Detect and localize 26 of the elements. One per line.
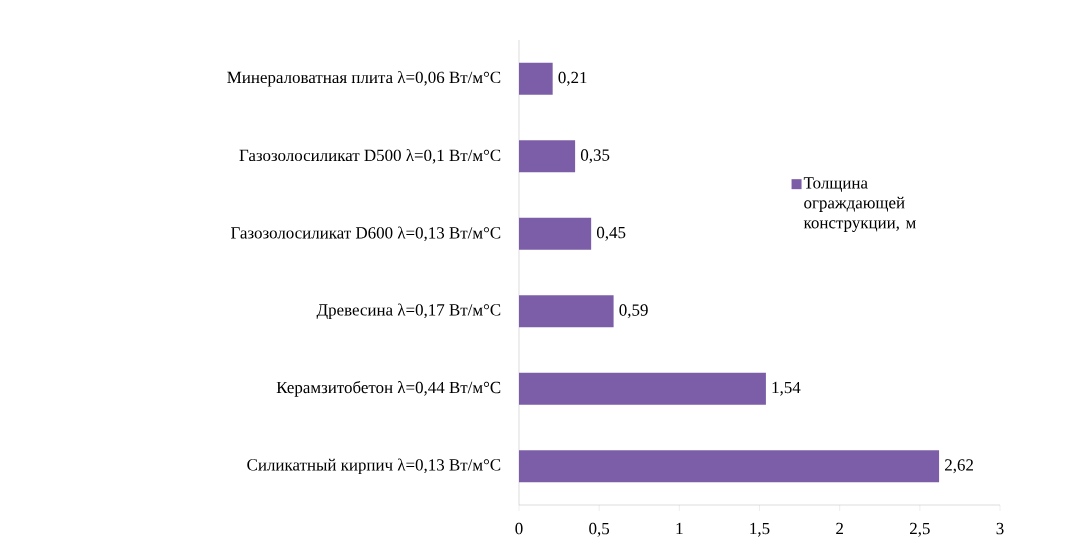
x-tick-label: 1 (676, 522, 683, 535)
x-tick-label: 1,5 (750, 522, 770, 537)
x-tick-label: 2 (836, 522, 843, 535)
x-tick-label: 0,5 (589, 522, 610, 537)
x-tick-label: 3 (996, 522, 1004, 535)
data-label: 0,21 (558, 71, 587, 86)
bar (519, 372, 766, 405)
bar (519, 295, 614, 328)
y-tick-label: Минераловатная плита λ=0,06 Вт/м°С (227, 71, 501, 87)
data-label: 0,45 (596, 226, 626, 241)
data-label: 0,59 (619, 304, 648, 319)
x-tick-label: 0 (515, 522, 523, 535)
data-label: 2,62 (945, 459, 973, 474)
x-tick-label: 2,5 (910, 522, 930, 537)
y-tick-label: Газозолосиликат D500 λ=0,1 Вт/м°С (239, 149, 501, 164)
y-tick-label: Керамзитобетон λ=0,44 Вт/м°С (276, 380, 501, 397)
bar (519, 450, 940, 483)
data-label: 0,35 (580, 149, 610, 164)
legend-label: Толщина ограждающей конструкции, м (803, 177, 916, 232)
y-tick-label: Силикатный кирпич λ=0,13 Вт/м°С (247, 458, 501, 475)
data-label: 1,54 (772, 381, 801, 396)
bar (519, 140, 576, 173)
y-tick-label: Газозолосиликат D600 λ=0,13 Вт/м°С (231, 226, 501, 242)
bar (519, 217, 592, 250)
y-tick-label: Древесина λ=0,17 Вт/м°С (316, 303, 501, 320)
bar (519, 62, 553, 95)
